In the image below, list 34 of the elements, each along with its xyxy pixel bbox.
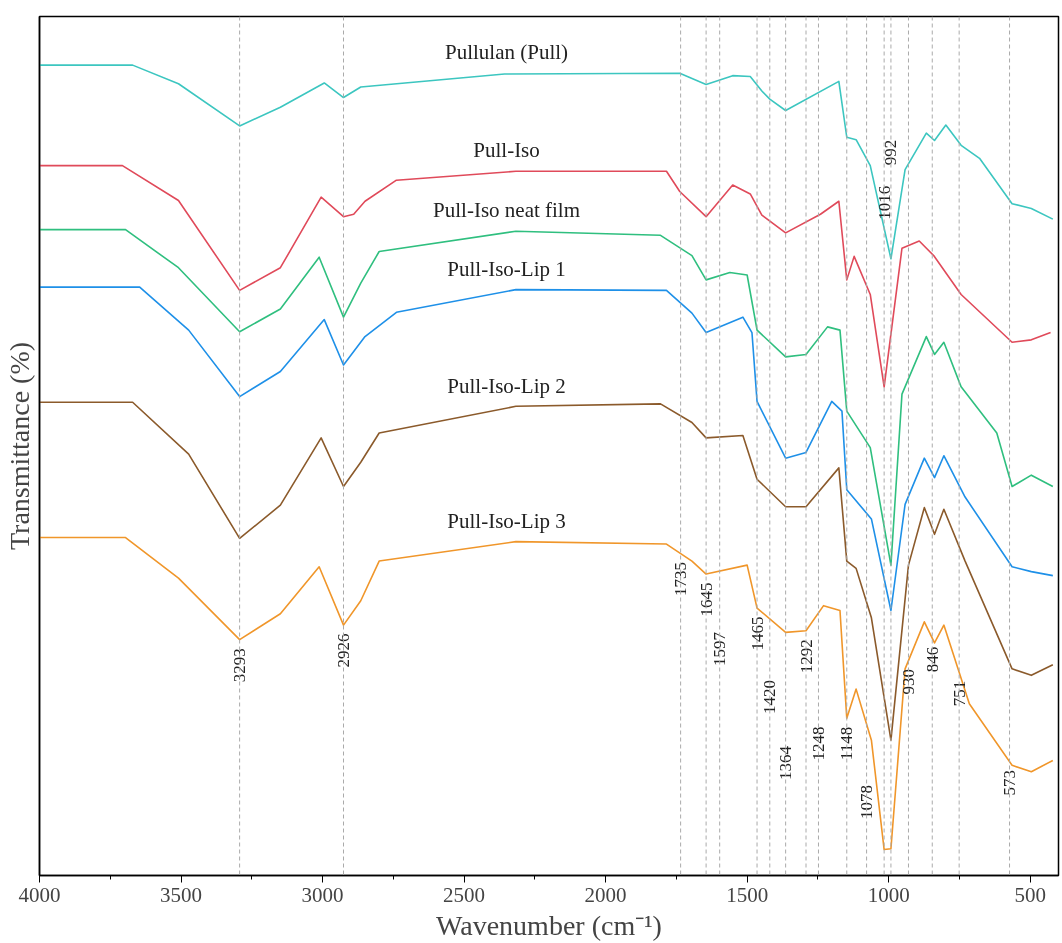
x-tick-label: 3000 xyxy=(301,882,344,907)
x-tick-label: 500 xyxy=(1014,882,1046,907)
series-label: Pull-Iso xyxy=(473,137,540,162)
ref-line-label: 751 xyxy=(949,680,969,707)
y-axis-title: Transmittance (%) xyxy=(3,341,35,551)
ref-line-label: 3293 xyxy=(230,648,250,683)
ref-line-label: 2926 xyxy=(334,633,353,668)
ref-line-label: 1465 xyxy=(747,616,767,651)
x-tick-label: 2500 xyxy=(443,882,486,907)
x-axis-title: Wavenumber (cm⁻¹) xyxy=(436,909,662,941)
ref-line-label: 1248 xyxy=(808,726,828,761)
ref-line-label: 992 xyxy=(881,139,901,166)
ref-line-label: 1078 xyxy=(857,785,877,820)
series-label: Pull-Iso-Lip 2 xyxy=(447,373,566,398)
series-label: Pull-Iso-Lip 3 xyxy=(447,508,566,533)
series-label: Pull-Iso neat film xyxy=(433,198,581,223)
x-tick-label: 4000 xyxy=(18,882,61,907)
ref-line-label: 1016 xyxy=(874,185,894,220)
x-tick-label: 1000 xyxy=(867,882,910,907)
ref-line-label: 1364 xyxy=(776,745,796,780)
ref-line-label: 1597 xyxy=(710,631,730,667)
x-tick-label: 1500 xyxy=(726,882,769,907)
ref-line-label: 930 xyxy=(898,669,918,695)
series-label: Pull-Iso-Lip 1 xyxy=(447,257,566,282)
x-tick-label: 2000 xyxy=(584,882,627,907)
ref-line-label: 846 xyxy=(922,646,942,673)
ref-line-label: 573 xyxy=(1000,770,1020,796)
ref-line-label: 1292 xyxy=(796,639,816,674)
x-tick-label: 3500 xyxy=(160,882,203,907)
ref-line-label: 1645 xyxy=(696,582,716,617)
ref-line-label: 1148 xyxy=(837,726,857,761)
ref-line-label: 1420 xyxy=(760,679,780,714)
series-label: Pullulan (Pull) xyxy=(445,39,569,64)
ref-line-label: 1735 xyxy=(671,562,691,597)
